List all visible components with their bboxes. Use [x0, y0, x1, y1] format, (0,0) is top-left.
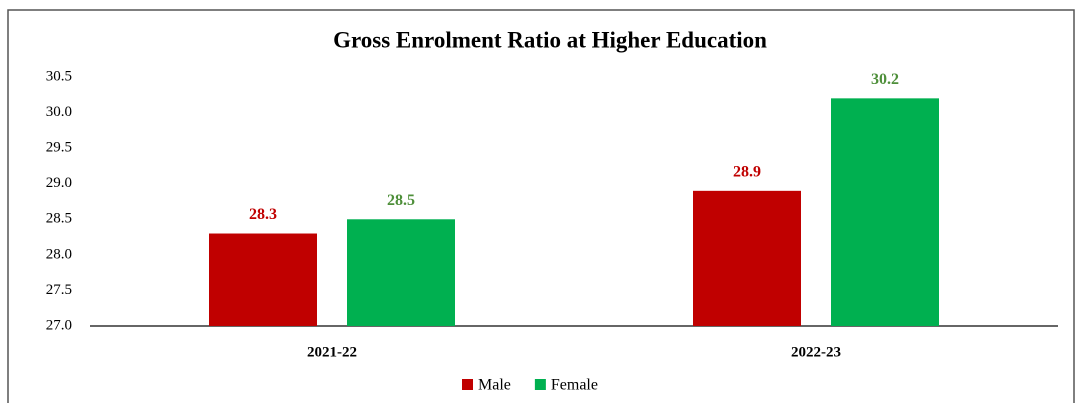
y-tick-label: 27.5: [46, 282, 72, 298]
bar: [347, 219, 455, 326]
y-tick-label: 27.0: [46, 317, 72, 333]
y-tick-label: 30.0: [46, 104, 72, 120]
y-tick-label: 28.5: [46, 211, 72, 227]
legend-swatch: [534, 379, 546, 390]
y-tick-label: 30.5: [46, 68, 72, 84]
bar: [831, 98, 939, 326]
chart-border: [7, 9, 1075, 403]
y-tick-label: 29.0: [46, 175, 72, 191]
bar: [693, 190, 801, 326]
data-label: 30.2: [871, 71, 899, 88]
y-tick-label: 29.5: [46, 140, 72, 156]
legend-swatch: [462, 379, 473, 390]
x-tick-label: 2022-23: [791, 344, 841, 360]
legend-label: Female: [551, 377, 598, 394]
y-tick-label: 28.0: [46, 246, 72, 262]
data-label: 28.5: [387, 192, 415, 209]
data-label: 28.3: [249, 206, 277, 223]
legend-label: Male: [478, 377, 511, 394]
data-label: 28.9: [733, 164, 761, 181]
x-tick-label: 2021-22: [307, 344, 357, 360]
chart-title: Gross Enrolment Ratio at Higher Educatio…: [333, 27, 767, 52]
bar: [209, 233, 317, 326]
